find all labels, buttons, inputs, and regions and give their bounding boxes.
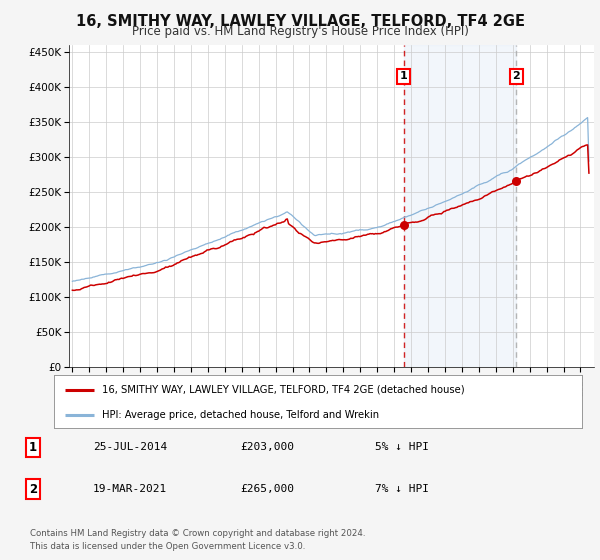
Text: 2: 2 [512,71,520,81]
Text: 16, SMITHY WAY, LAWLEY VILLAGE, TELFORD, TF4 2GE: 16, SMITHY WAY, LAWLEY VILLAGE, TELFORD,… [76,14,524,29]
Text: HPI: Average price, detached house, Telford and Wrekin: HPI: Average price, detached house, Telf… [101,410,379,420]
Text: 5% ↓ HPI: 5% ↓ HPI [375,442,429,452]
Text: This data is licensed under the Open Government Licence v3.0.: This data is licensed under the Open Gov… [30,542,305,550]
Text: £203,000: £203,000 [240,442,294,452]
Text: 2: 2 [29,483,37,496]
Bar [404,45,517,367]
Text: 25-JUL-2014: 25-JUL-2014 [93,442,167,452]
Text: Price paid vs. HM Land Registry's House Price Index (HPI): Price paid vs. HM Land Registry's House … [131,25,469,38]
Text: 19-MAR-2021: 19-MAR-2021 [93,484,167,494]
Text: 1: 1 [400,71,407,81]
Text: 16, SMITHY WAY, LAWLEY VILLAGE, TELFORD, TF4 2GE (detached house): 16, SMITHY WAY, LAWLEY VILLAGE, TELFORD,… [101,385,464,395]
Text: 7% ↓ HPI: 7% ↓ HPI [375,484,429,494]
Text: £265,000: £265,000 [240,484,294,494]
Text: Contains HM Land Registry data © Crown copyright and database right 2024.: Contains HM Land Registry data © Crown c… [30,529,365,538]
Text: 1: 1 [29,441,37,454]
